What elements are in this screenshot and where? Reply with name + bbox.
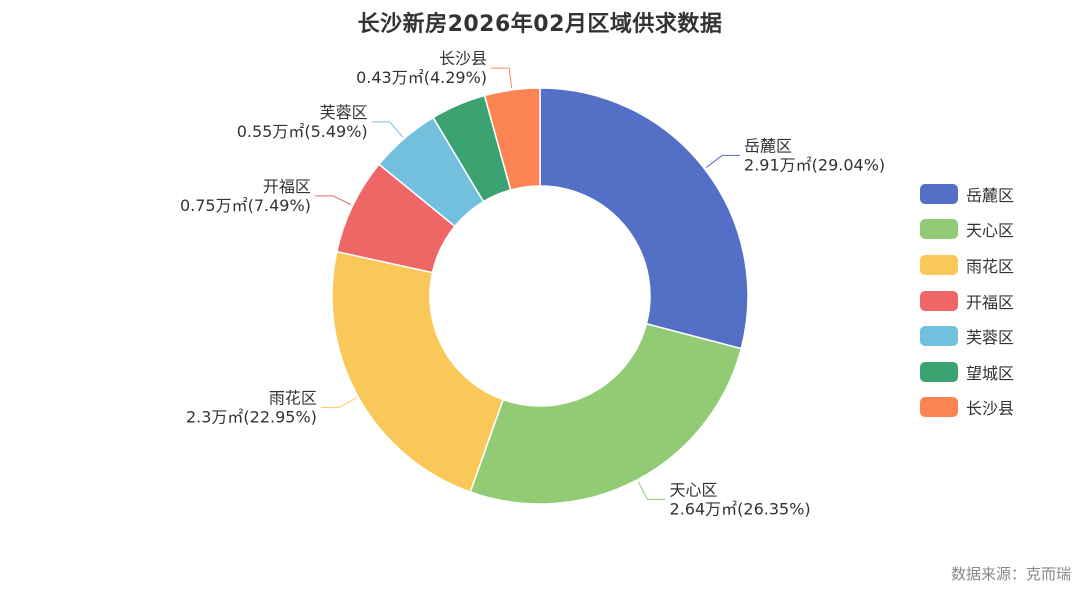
slice-label-name-2: 天心区 [670,480,718,499]
legend-item-4[interactable]: 开福区 [920,283,1014,319]
slice-label-name-3: 雨花区 [269,389,317,408]
legend-label: 开福区 [966,292,1015,312]
legend-item-7[interactable]: 长沙县 [920,390,1014,426]
slice-label-name-7: 长沙县 [439,49,487,68]
leader-line-2 [637,481,666,500]
legend-label: 岳麓区 [966,185,1015,205]
leader-line-4 [314,195,352,206]
legend-swatch [920,219,958,240]
slice-2[interactable] [469,322,743,505]
legend-label: 望城区 [966,363,1015,383]
legend-label: 芙蓉区 [966,328,1015,348]
legend-item-2[interactable]: 天心区 [920,212,1014,248]
legend-item-5[interactable]: 芙蓉区 [920,318,1014,354]
legend-swatch [920,183,958,204]
data-source: 数据来源：克而瑞 [950,565,1071,583]
chart-legend: 岳麓区天心区雨花区开福区芙蓉区望城区长沙县 [920,176,1014,425]
legend-item-1[interactable]: 岳麓区 [920,176,1014,212]
slice-label-name-4: 开福区 [263,177,311,196]
slices-layer [331,87,749,505]
chart-title: 长沙新房2026年02月区域供求数据 [357,12,723,37]
leader-line-5 [371,121,404,138]
slice-3[interactable] [331,250,505,493]
slice-label-value-2: 2.64万㎡(26.35%) [670,499,811,518]
legend-item-6[interactable]: 望城区 [920,354,1014,390]
legend-swatch [920,361,958,382]
legend-item-3[interactable]: 雨花区 [920,247,1014,283]
legend-swatch [920,397,958,418]
leader-line-7 [491,67,513,88]
leader-line-3 [320,397,357,409]
legend-label: 天心区 [966,221,1015,241]
legend-label: 长沙县 [966,399,1015,419]
slice-label-value-7: 0.43万㎡(4.29%) [356,68,487,87]
slice-1[interactable] [539,87,749,350]
slice-label-name-5: 芙蓉区 [320,103,368,122]
slice-label-value-4: 0.75万㎡(7.49%) [180,196,311,215]
slice-label-value-5: 0.55万㎡(5.49%) [237,122,368,141]
slice-label-value-3: 2.3万㎡(22.95%) [186,408,317,427]
slice-7[interactable] [483,87,541,191]
slice-label-value-1: 2.91万㎡(29.04%) [744,155,885,174]
slice-label-name-1: 岳麓区 [744,136,792,155]
legend-label: 雨花区 [966,256,1015,276]
legend-swatch [920,326,958,347]
legend-swatch [920,290,958,311]
legend-swatch [920,254,958,275]
leader-line-1 [705,154,741,169]
